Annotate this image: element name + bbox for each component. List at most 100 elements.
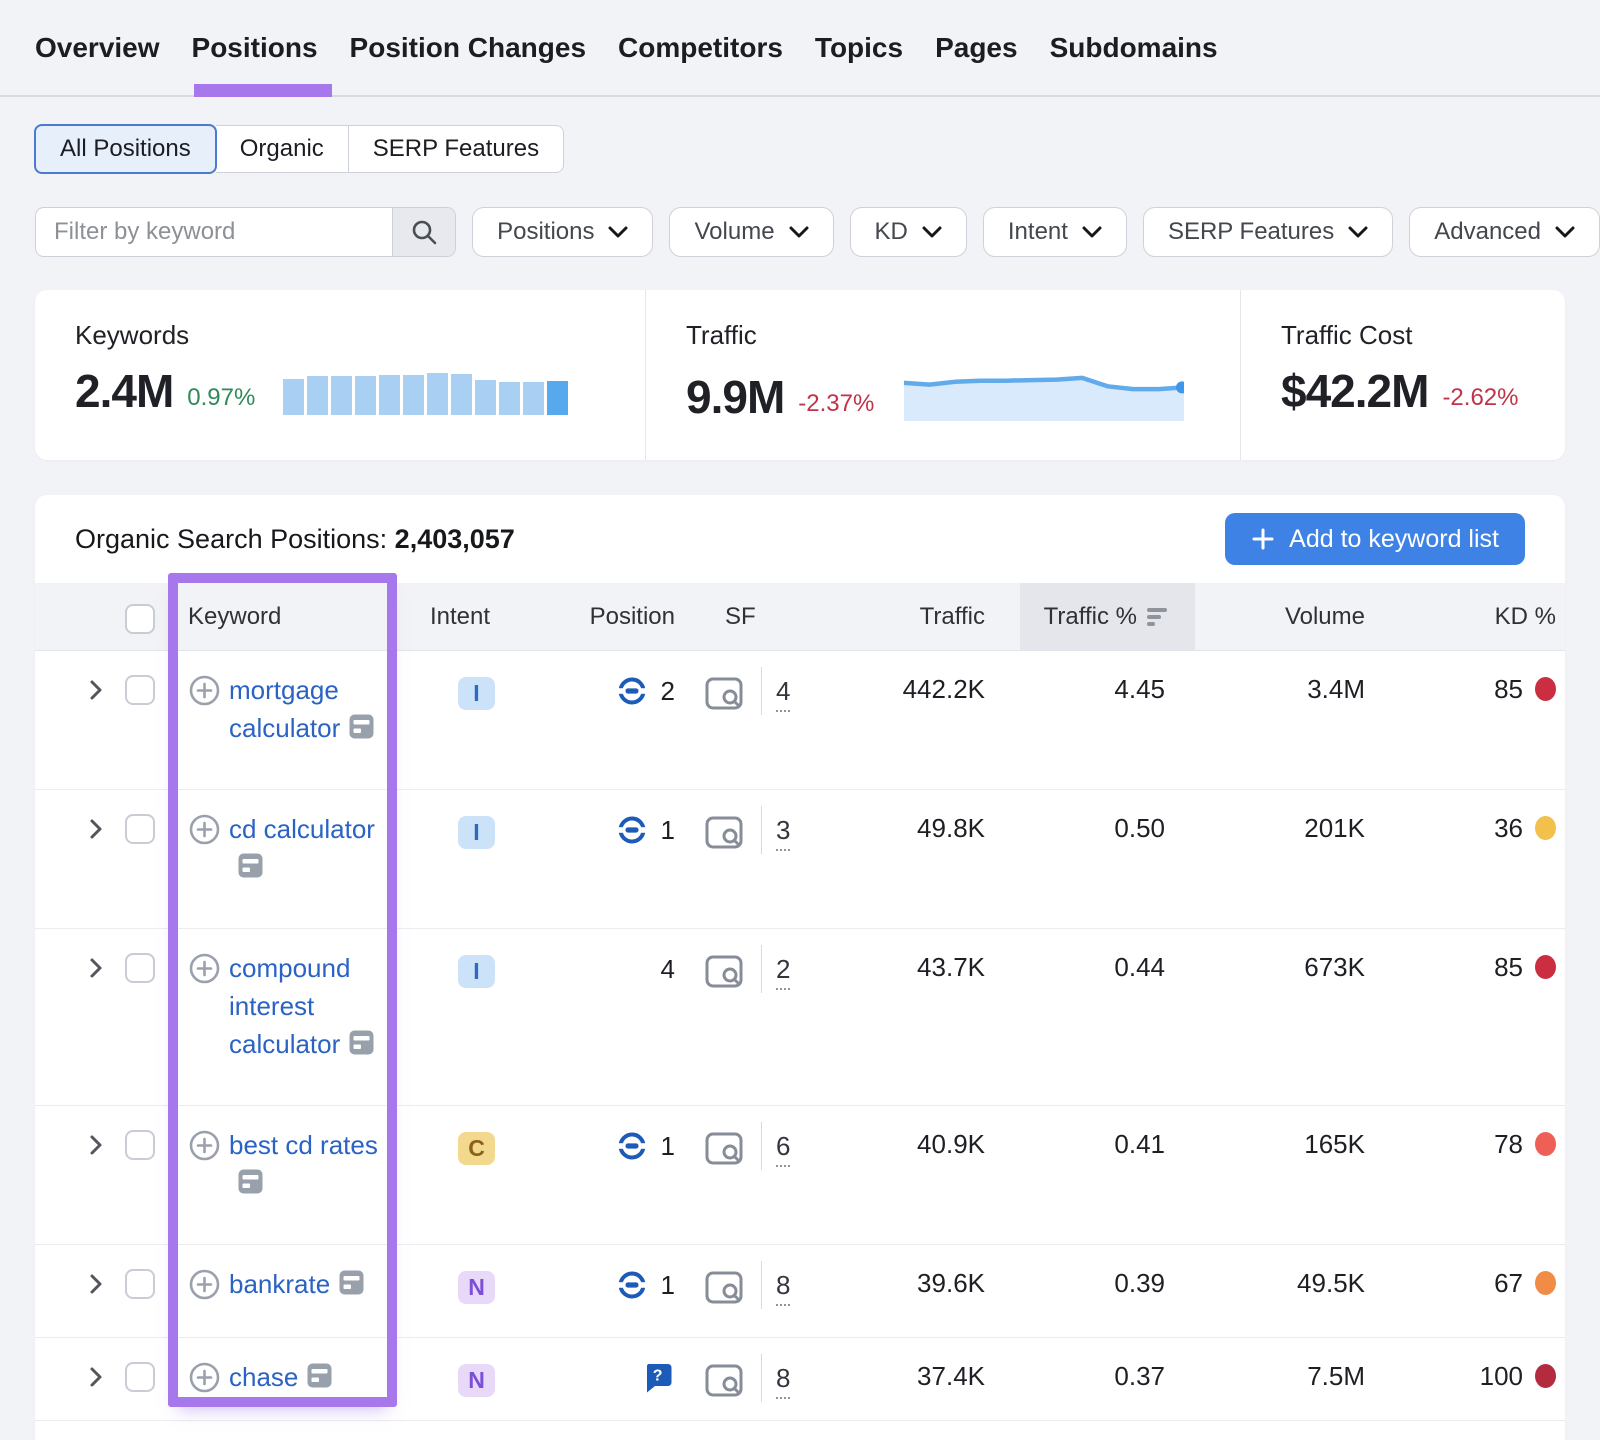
link-position-icon[interactable]	[616, 675, 648, 707]
column-header-keyword[interactable]: Keyword	[170, 583, 385, 650]
column-header-traffic[interactable]: Traffic	[815, 583, 1020, 650]
trend-bar	[403, 375, 424, 415]
column-header-sf[interactable]: SF	[675, 583, 815, 650]
serp-snapshot-icon[interactable]	[237, 1168, 264, 1195]
sf-count[interactable]: 2	[776, 954, 790, 990]
kd-cell: 36	[1400, 810, 1565, 846]
sf-count[interactable]: 8	[776, 1270, 790, 1306]
position-type-segmented-control: All PositionsOrganicSERP Features	[35, 125, 1600, 173]
expand-row-icon[interactable]	[88, 1366, 110, 1388]
column-header-intent[interactable]: Intent	[385, 583, 535, 650]
trend-bar	[547, 381, 568, 415]
add-keyword-icon[interactable]	[188, 671, 221, 747]
serp-preview-icon[interactable]	[705, 1131, 745, 1167]
keyword-link[interactable]: mortgage calculator	[229, 675, 340, 743]
add-keyword-icon[interactable]	[188, 1126, 221, 1202]
segment-serp-features[interactable]: SERP Features	[349, 125, 564, 173]
serp-snapshot-icon[interactable]	[338, 1269, 365, 1296]
traffic-value: 39.6K	[815, 1265, 1020, 1301]
expand-row-icon[interactable]	[88, 1134, 110, 1156]
kd-difficulty-dot	[1535, 1271, 1556, 1295]
serp-preview-icon[interactable]	[705, 1270, 745, 1306]
question-bubble-icon[interactable]: ?	[641, 1360, 675, 1394]
intent-badge: I	[458, 677, 495, 710]
column-header-position[interactable]: Position	[535, 583, 675, 650]
column-header-traffic-pct[interactable]: Traffic %	[1020, 583, 1195, 650]
keywords-change: 0.97%	[187, 384, 255, 412]
row-checkbox[interactable]	[125, 1269, 155, 1299]
add-keyword-icon[interactable]	[188, 949, 221, 1063]
row-checkbox[interactable]	[125, 953, 155, 983]
dropdown-serp-features[interactable]: SERP Features	[1143, 207, 1393, 257]
serp-snapshot-icon[interactable]	[348, 713, 375, 740]
chevron-down-icon	[1082, 226, 1102, 239]
keyword-link[interactable]: cd calculator	[229, 814, 375, 844]
serp-snapshot-icon[interactable]	[306, 1362, 333, 1389]
keyword-filter-box	[35, 207, 456, 257]
expand-row-icon[interactable]	[88, 818, 110, 840]
trend-bar	[307, 376, 328, 415]
column-header-volume[interactable]: Volume	[1195, 583, 1400, 650]
kd-cell: 67	[1400, 1265, 1565, 1301]
search-button[interactable]	[392, 208, 455, 256]
serp-snapshot-icon[interactable]	[237, 852, 264, 879]
trend-bar	[355, 376, 376, 415]
serp-preview-icon[interactable]	[705, 1363, 745, 1399]
dropdown-kd[interactable]: KD	[850, 207, 967, 257]
keyword-link[interactable]: chase	[229, 1362, 298, 1392]
sf-count[interactable]: 8	[776, 1363, 790, 1399]
keyword-filter-input[interactable]	[36, 208, 392, 256]
expand-row-icon[interactable]	[88, 957, 110, 979]
link-position-icon[interactable]	[616, 814, 648, 846]
tab-overview[interactable]: Overview	[35, 0, 160, 95]
segment-all-positions[interactable]: All Positions	[34, 124, 217, 174]
overview-stats-card: Keywords 2.4M 0.97% Traffic 9.9M -2.37% …	[35, 290, 1565, 460]
tab-topics[interactable]: Topics	[815, 0, 903, 95]
link-position-icon[interactable]	[616, 1269, 648, 1301]
sf-count[interactable]: 4	[776, 676, 790, 712]
expand-row-icon[interactable]	[88, 1273, 110, 1295]
row-checkbox[interactable]	[125, 1130, 155, 1160]
add-keyword-icon[interactable]	[188, 1358, 221, 1396]
segment-organic[interactable]: Organic	[216, 125, 349, 173]
serp-snapshot-icon[interactable]	[348, 1029, 375, 1056]
tab-competitors[interactable]: Competitors	[618, 0, 783, 95]
kd-cell: 85	[1400, 671, 1565, 707]
keyword-link[interactable]: compound interest calculator	[229, 953, 350, 1059]
traffic-value: 9.9M	[686, 371, 784, 423]
tab-position-changes[interactable]: Position Changes	[350, 0, 586, 95]
serp-preview-icon[interactable]	[705, 954, 745, 990]
row-checkbox[interactable]	[125, 1362, 155, 1392]
chevron-down-icon	[1348, 226, 1368, 239]
dropdown-volume[interactable]: Volume	[669, 207, 833, 257]
top-navigation: Overview Positions Position Changes Competi…	[0, 0, 1600, 97]
link-position-icon[interactable]	[616, 1130, 648, 1162]
dropdown-positions[interactable]: Positions	[472, 207, 653, 257]
sf-count[interactable]: 6	[776, 1131, 790, 1167]
traffic-value: 43.7K	[815, 949, 1020, 985]
keyword-link[interactable]: bankrate	[229, 1269, 330, 1299]
sf-count[interactable]: 3	[776, 815, 790, 851]
select-all-checkbox[interactable]	[125, 604, 155, 634]
table-row: chase N ? 8 37.4K 0.37 7.5M 100	[35, 1338, 1565, 1421]
trend-bar	[499, 382, 520, 415]
row-checkbox[interactable]	[125, 814, 155, 844]
dropdown-advanced[interactable]: Advanced	[1409, 207, 1600, 257]
expand-row-icon[interactable]	[88, 679, 110, 701]
row-checkbox[interactable]	[125, 675, 155, 705]
kd-cell: 78	[1400, 1126, 1565, 1162]
chevron-down-icon	[922, 226, 942, 239]
intent-badge: C	[458, 1132, 495, 1165]
add-keyword-icon[interactable]	[188, 810, 221, 886]
volume-value: 7.5M	[1195, 1358, 1400, 1394]
add-keyword-icon[interactable]	[188, 1265, 221, 1303]
add-to-keyword-list-button[interactable]: Add to keyword list	[1225, 513, 1525, 565]
serp-preview-icon[interactable]	[705, 676, 745, 712]
column-header-kd[interactable]: KD %	[1400, 583, 1565, 650]
tab-subdomains[interactable]: Subdomains	[1050, 0, 1218, 95]
tab-pages[interactable]: Pages	[935, 0, 1018, 95]
keyword-link[interactable]: best cd rates	[229, 1130, 378, 1160]
dropdown-intent[interactable]: Intent	[983, 207, 1127, 257]
serp-preview-icon[interactable]	[705, 815, 745, 851]
tab-positions[interactable]: Positions	[192, 0, 318, 95]
